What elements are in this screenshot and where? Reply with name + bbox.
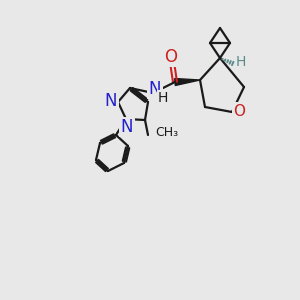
Polygon shape bbox=[175, 79, 200, 86]
Text: CH₃: CH₃ bbox=[155, 127, 178, 140]
Text: O: O bbox=[233, 103, 245, 118]
Text: H: H bbox=[158, 91, 168, 105]
Text: H: H bbox=[236, 55, 246, 69]
Text: N: N bbox=[121, 118, 133, 136]
Text: N: N bbox=[105, 92, 117, 110]
Text: N: N bbox=[149, 80, 161, 98]
Text: O: O bbox=[164, 48, 178, 66]
